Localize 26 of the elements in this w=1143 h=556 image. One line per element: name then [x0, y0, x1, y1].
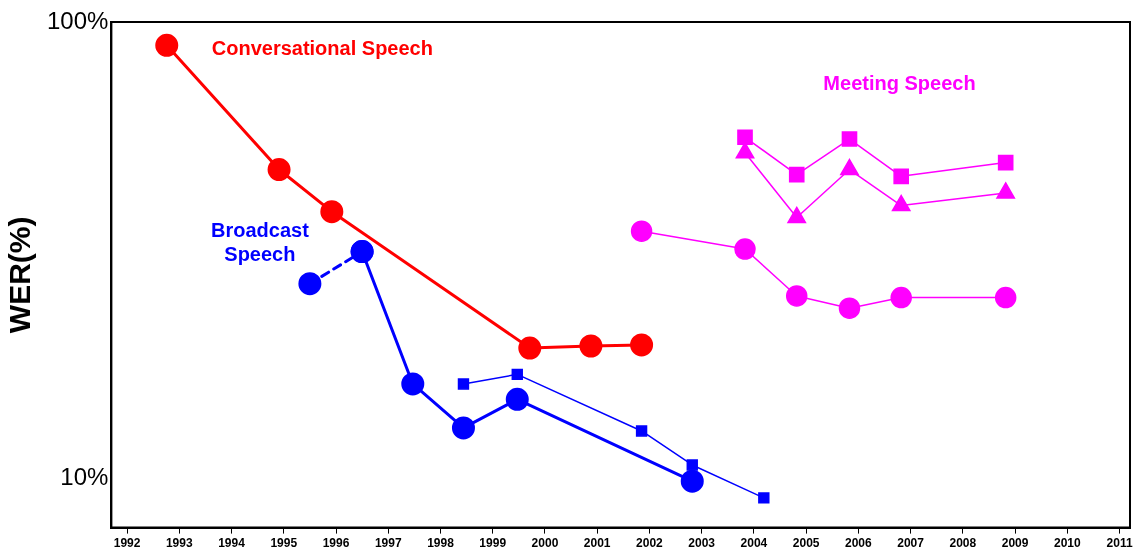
y-tick-label: 100%: [46, 6, 109, 34]
x-tick-label: 1998: [427, 536, 455, 551]
x-tick-label: 1997: [374, 536, 402, 551]
x-tick-label: 2011: [1106, 536, 1133, 551]
series-label: Conversational Speech: [211, 36, 433, 59]
x-tick-label: 2006: [845, 536, 873, 551]
text: Meeting Speech: [823, 71, 976, 94]
x-tick-label: 1999: [479, 536, 507, 551]
x-tick-label: 1994: [218, 536, 246, 551]
x-tick-label: 1995: [270, 536, 298, 551]
x-tick-label: 2003: [688, 536, 716, 551]
x-tick-label: 1992: [113, 536, 141, 551]
x-tick-label: 1996: [322, 536, 350, 551]
x-tick-label: 2010: [1053, 536, 1081, 551]
x-tick-label: 2002: [636, 536, 664, 551]
x-tick-label: 2008: [949, 536, 977, 551]
x-tick-label: 2001: [583, 536, 611, 551]
y-tick-label: 10%: [60, 462, 109, 490]
x-tick-label: 2009: [1001, 536, 1029, 551]
y-axis-title: WER(%): [3, 216, 37, 334]
x-tick-label: 1993: [165, 536, 193, 551]
x-tick-label: 2000: [531, 536, 559, 551]
x-tick-label: 2004: [740, 536, 768, 551]
x-tick-label: 2005: [792, 536, 820, 551]
series-label: Broadcast Speech: [210, 219, 310, 266]
x-tick-label: 2007: [897, 536, 925, 551]
